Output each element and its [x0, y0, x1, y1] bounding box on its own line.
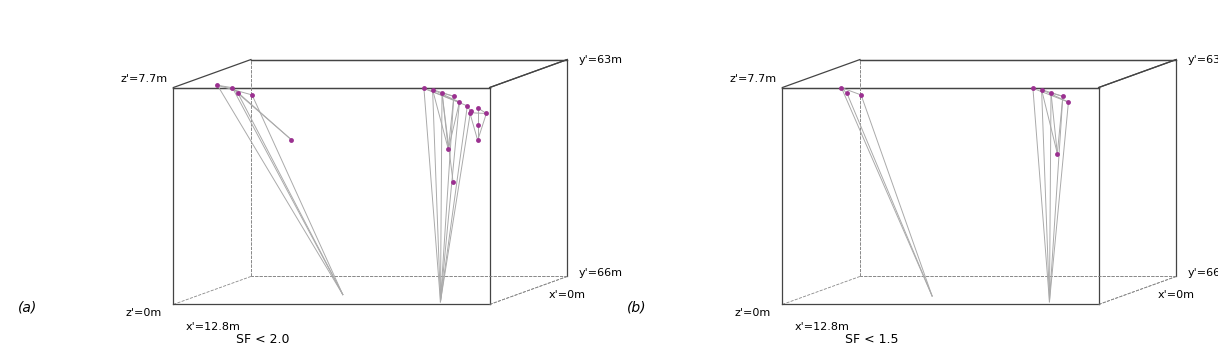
Text: x'=12.8m: x'=12.8m — [794, 322, 849, 332]
Text: z'=0m: z'=0m — [734, 308, 770, 318]
Text: z'=7.7m: z'=7.7m — [730, 74, 776, 84]
Text: (a): (a) — [18, 301, 38, 315]
Text: y'=66m: y'=66m — [580, 268, 624, 278]
Text: z'=0m: z'=0m — [125, 308, 161, 318]
Text: SF < 2.0: SF < 2.0 — [236, 333, 290, 346]
Text: y'=63m: y'=63m — [580, 55, 624, 65]
Text: x'=0m: x'=0m — [1158, 291, 1195, 301]
Text: y'=66m: y'=66m — [1189, 268, 1218, 278]
Text: x'=0m: x'=0m — [549, 291, 586, 301]
Text: (b): (b) — [627, 301, 647, 315]
Text: SF < 1.5: SF < 1.5 — [845, 333, 899, 346]
Text: x'=12.8m: x'=12.8m — [185, 322, 240, 332]
Text: z'=7.7m: z'=7.7m — [121, 74, 167, 84]
Text: y'=63m: y'=63m — [1189, 55, 1218, 65]
